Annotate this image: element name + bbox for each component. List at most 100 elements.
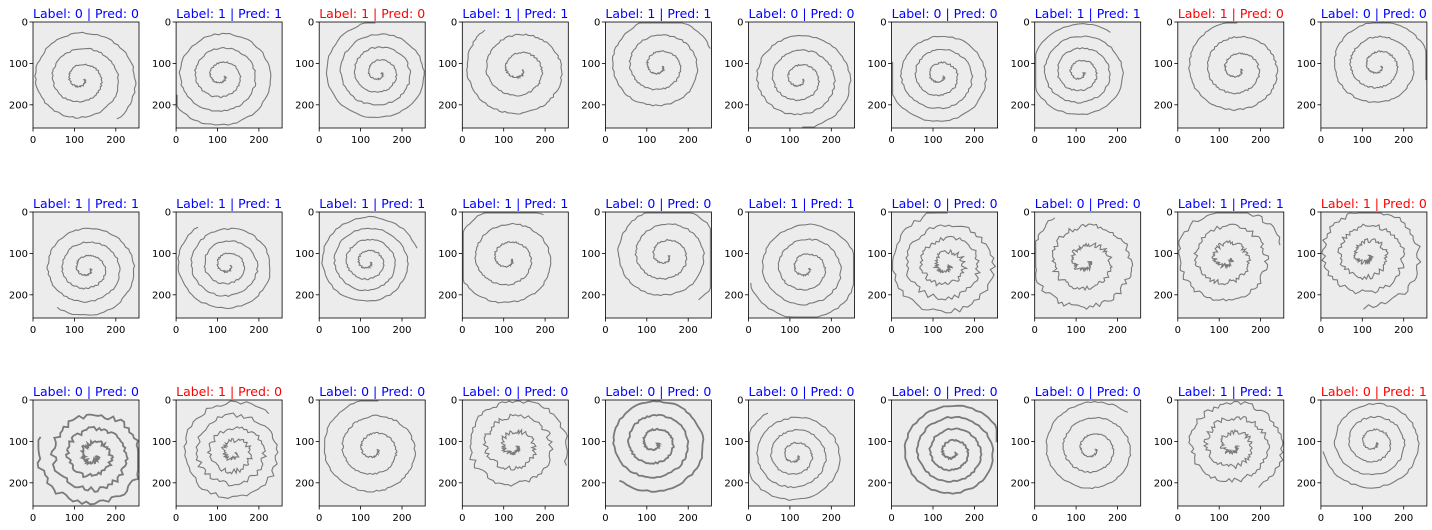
spiral-stroke (469, 400, 568, 487)
y-tick-label: 0 (1166, 396, 1172, 407)
x-tick-label: 0 (1318, 325, 1324, 336)
y-tick-label: 200 (152, 290, 171, 301)
spiral-stroke (1045, 400, 1132, 490)
y-tick-label: 100 (724, 249, 743, 260)
y-tick-label: 0 (1023, 18, 1029, 29)
y-tick-label: 100 (1011, 437, 1030, 448)
x-tick-label: 200 (536, 513, 555, 524)
spiral-stroke (892, 212, 997, 314)
x-tick-label: 100 (923, 325, 942, 336)
x-tick-label: 200 (679, 325, 698, 336)
x-tick-label: 0 (1318, 513, 1324, 524)
y-tick-label: 0 (165, 396, 171, 407)
y-tick-label: 200 (1011, 290, 1030, 301)
spiral-stroke (1178, 212, 1281, 302)
spiral-stroke (321, 215, 418, 302)
y-tick-label: 100 (724, 59, 743, 70)
x-tick-label: 200 (536, 325, 555, 336)
spiral-stroke (617, 212, 711, 301)
x-tick-label: 100 (637, 135, 656, 146)
x-tick-label: 100 (351, 513, 370, 524)
panel-title: Label: 0 | Pred: 0 (605, 196, 711, 211)
spiral-panel: Label: 0 | Pred: 0 0 100 200 0 100 200 (1011, 196, 1142, 336)
spiral-stroke (892, 35, 988, 122)
panel-title: Label: 1 | Pred: 1 (462, 196, 568, 211)
spiral-panel: Label: 0 | Pred: 0 0 100 200 0 100 200 (581, 384, 712, 524)
y-tick-label: 100 (1154, 249, 1173, 260)
y-tick-label: 200 (868, 100, 887, 111)
axes-frame (605, 211, 712, 319)
x-tick-label: 0 (888, 513, 894, 524)
spiral-panel: Label: 1 | Pred: 1 0 100 200 0 100 200 (581, 6, 712, 146)
spiral-image (891, 22, 998, 128)
x-tick-label: 0 (888, 325, 894, 336)
axes-frame (891, 399, 998, 507)
y-tick-label: 200 (1154, 100, 1173, 111)
y-tick-label: 200 (724, 100, 743, 111)
x-tick-label: 0 (745, 325, 751, 336)
spiral-panel: Label: 0 | Pred: 0 0 100 200 0 100 200 (295, 384, 426, 524)
x-tick-label: 0 (1032, 513, 1038, 524)
panel-title: Label: 0 | Pred: 0 (33, 6, 139, 21)
x-tick-label: 100 (1067, 325, 1086, 336)
x-tick-label: 0 (316, 325, 322, 336)
y-tick-label: 200 (868, 290, 887, 301)
x-tick-label: 200 (392, 513, 411, 524)
y-tick-label: 0 (1166, 18, 1172, 29)
spiral-image (1034, 400, 1141, 506)
y-tick-label: 200 (9, 100, 28, 111)
x-tick-label: 200 (822, 135, 841, 146)
panel-title: Label: 1 | Pred: 1 (605, 6, 711, 21)
axes-frame (175, 399, 283, 507)
y-tick-label: 200 (438, 100, 457, 111)
y-tick-label: 0 (22, 208, 28, 219)
spiral-panel: Label: 0 | Pred: 0 0 100 200 0 100 200 (438, 384, 569, 524)
spiral-panel: Label: 1 | Pred: 1 0 100 200 0 100 200 (1154, 384, 1285, 524)
x-tick-label: 100 (1067, 135, 1086, 146)
spiral-stroke (36, 413, 140, 506)
panel-title: Label: 0 | Pred: 1 (1321, 384, 1427, 399)
y-tick-label: 100 (868, 249, 887, 260)
x-tick-label: 100 (208, 325, 227, 336)
y-tick-label: 100 (868, 59, 887, 70)
spiral-stroke (612, 400, 705, 493)
x-tick-label: 200 (679, 513, 698, 524)
panel-title: Label: 0 | Pred: 0 (892, 196, 998, 211)
axes-frame (175, 21, 283, 129)
panel-title: Label: 1 | Pred: 1 (176, 196, 282, 211)
y-tick-label: 100 (1011, 249, 1030, 260)
spiral-stroke (748, 412, 841, 501)
y-tick-label: 0 (308, 18, 314, 29)
spiral-panel: Label: 1 | Pred: 1 0 100 200 0 100 200 (438, 196, 569, 336)
x-tick-label: 200 (249, 513, 268, 524)
x-tick-label: 200 (1251, 325, 1270, 336)
y-tick-label: 200 (438, 290, 457, 301)
axes-frame (32, 211, 140, 319)
spiral-panel: Label: 0 | Pred: 0 0 100 200 0 100 200 (581, 196, 712, 336)
y-tick-label: 100 (1297, 59, 1316, 70)
axes-frame (318, 211, 426, 319)
x-tick-label: 100 (208, 135, 227, 146)
x-tick-label: 0 (30, 513, 36, 524)
spiral-panel: Label: 1 | Pred: 0 0 100 200 0 100 200 (1297, 196, 1428, 336)
spiral-panel: Label: 0 | Pred: 0 0 100 200 0 100 200 (868, 384, 998, 524)
x-tick-label: 100 (1067, 513, 1086, 524)
y-tick-label: 0 (594, 18, 600, 29)
y-tick-label: 200 (1297, 290, 1316, 301)
y-tick-label: 0 (22, 18, 28, 29)
x-tick-label: 0 (459, 135, 465, 146)
y-tick-label: 0 (737, 18, 743, 29)
x-tick-label: 0 (1175, 325, 1181, 336)
x-tick-label: 200 (1394, 513, 1413, 524)
y-tick-label: 200 (438, 478, 457, 489)
axes-frame (318, 21, 426, 129)
panel-title: Label: 1 | Pred: 1 (176, 6, 282, 21)
x-tick-label: 200 (1251, 513, 1270, 524)
y-tick-label: 200 (295, 100, 314, 111)
panel-title: Label: 1 | Pred: 1 (1178, 196, 1284, 211)
x-tick-label: 0 (30, 325, 36, 336)
spiral-panel: Label: 1 | Pred: 0 0 100 200 0 100 200 (152, 384, 283, 524)
spiral-panel: Label: 1 | Pred: 1 0 100 200 0 100 200 (295, 196, 426, 336)
y-tick-label: 100 (438, 249, 457, 260)
spiral-panel: Label: 0 | Pred: 0 0 100 200 0 100 200 (1297, 6, 1428, 146)
